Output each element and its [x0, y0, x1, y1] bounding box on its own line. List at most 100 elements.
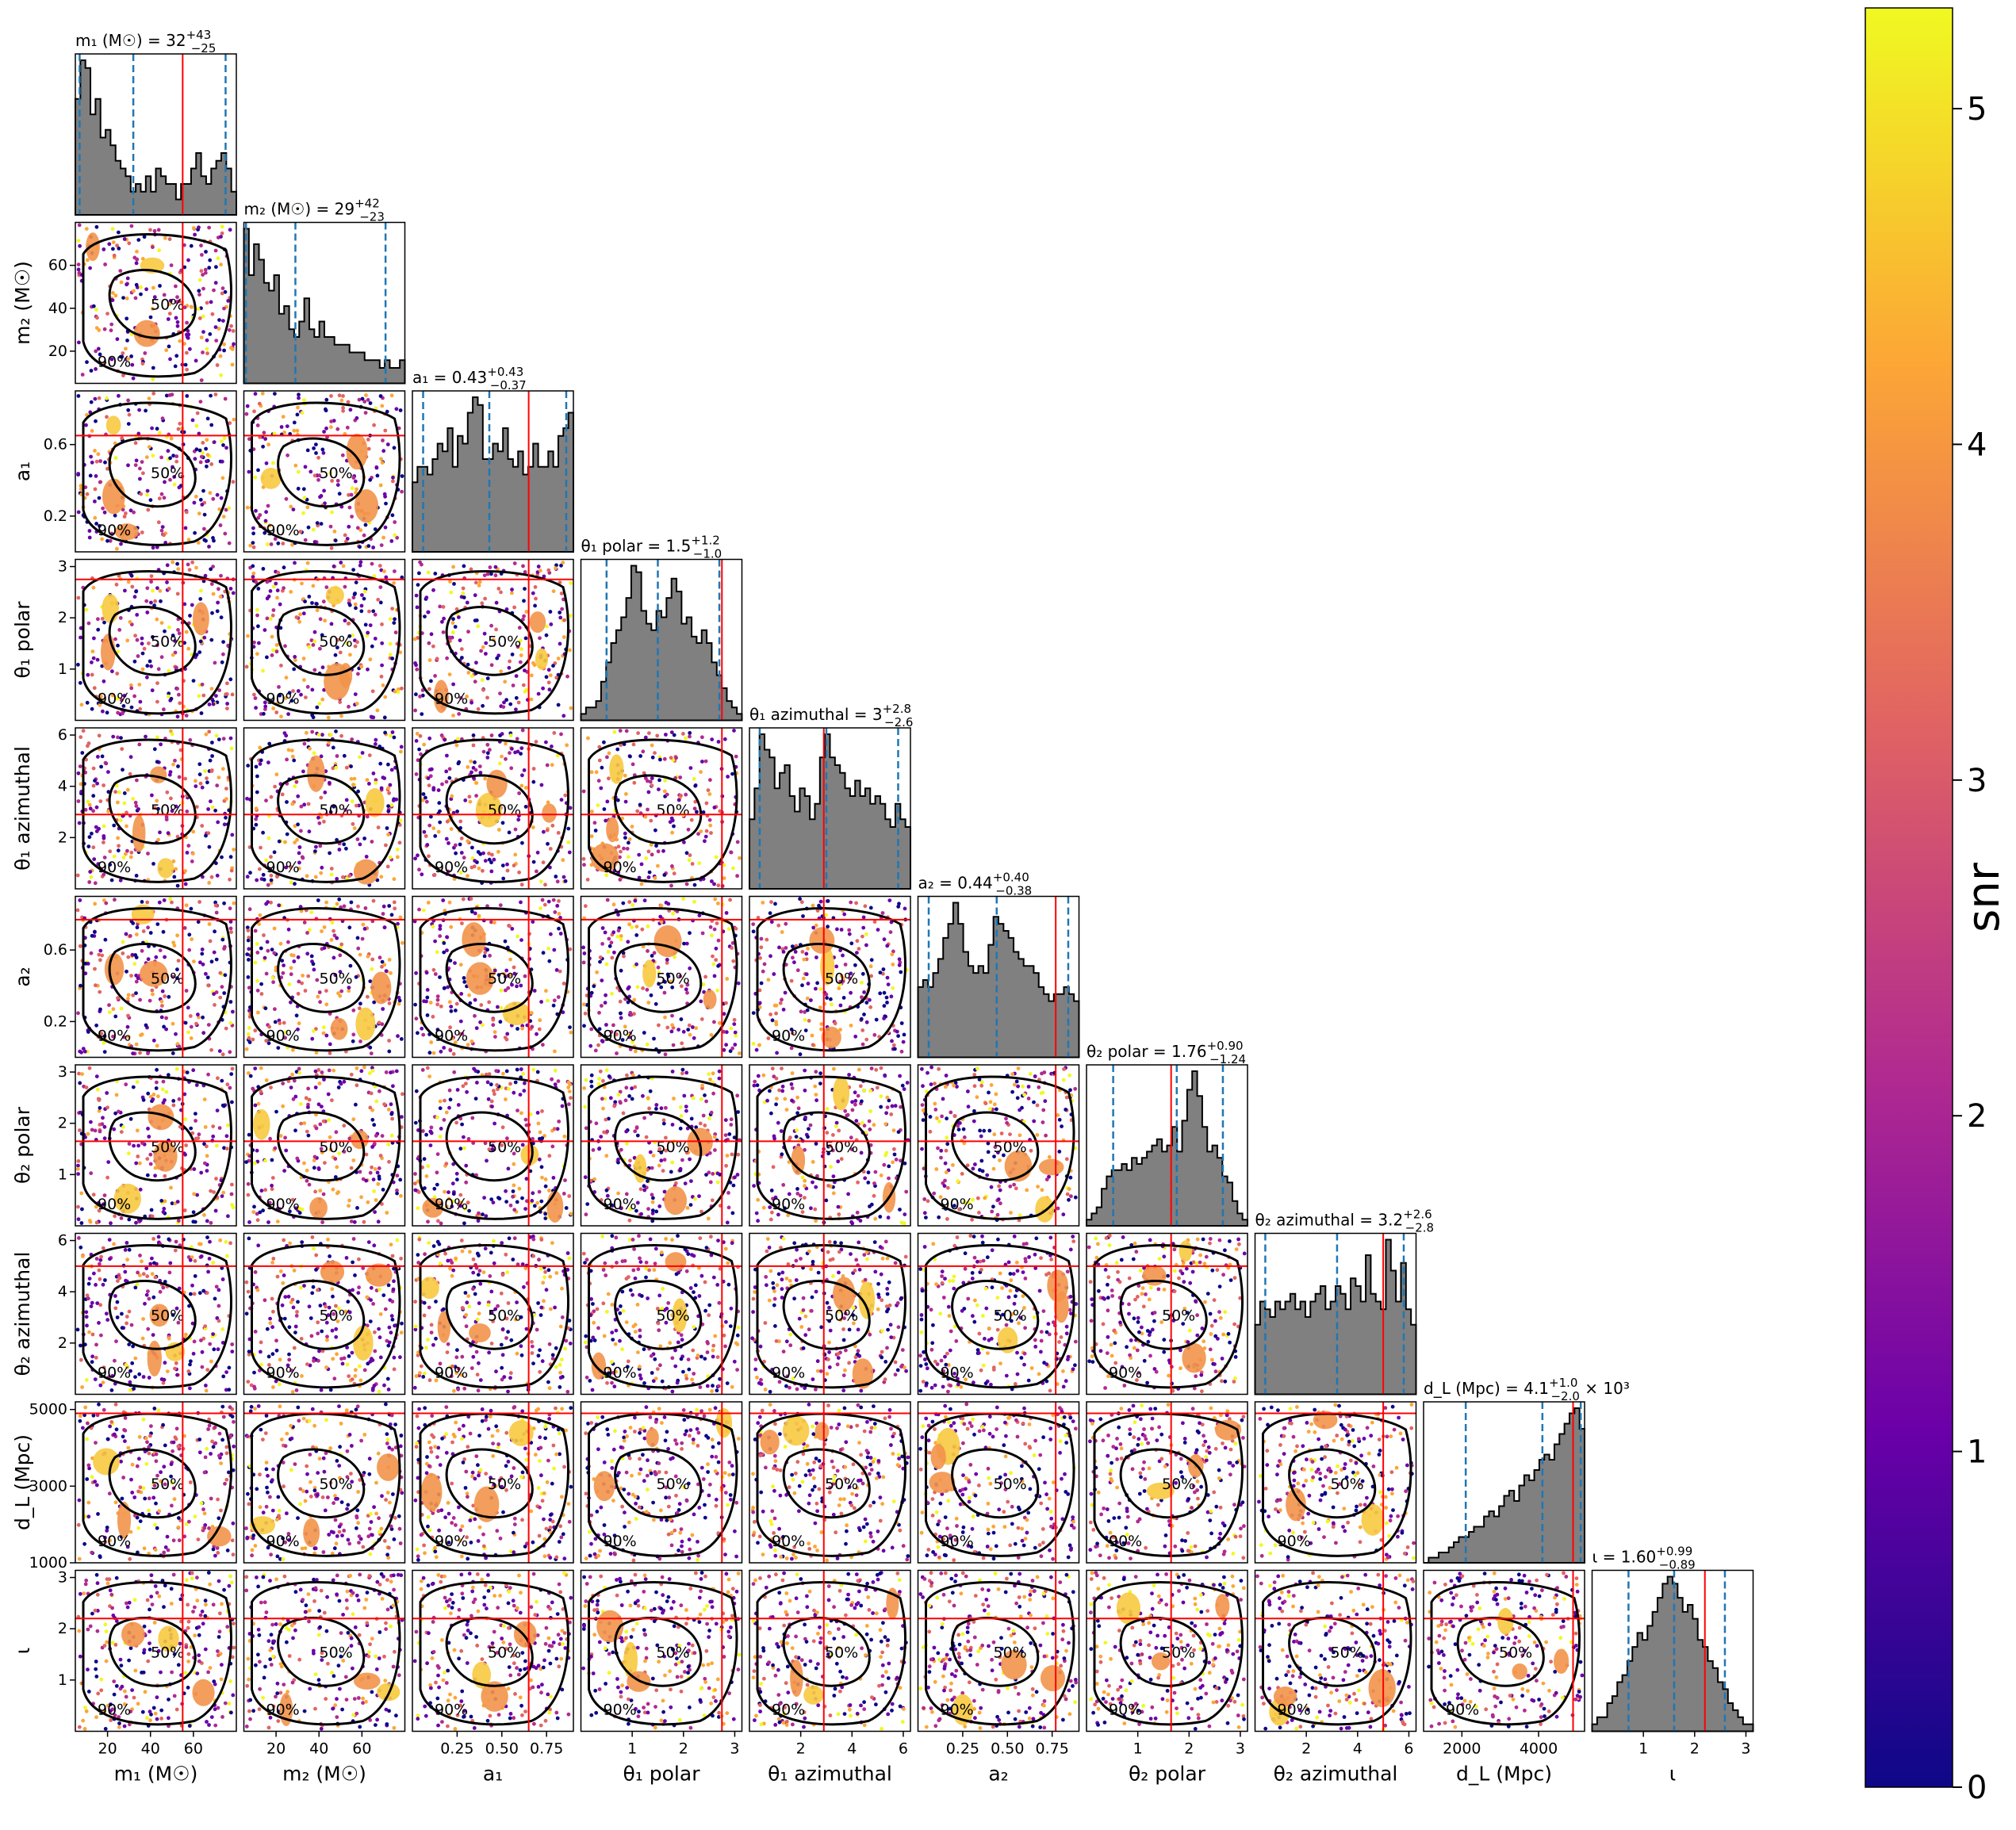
sample-point [329, 419, 333, 423]
sample-point [383, 925, 387, 929]
sample-point [555, 968, 559, 972]
sample-point [120, 1007, 124, 1011]
scatter-panel-a1-theta2_polar: 50%90% [412, 1065, 573, 1226]
sample-point [427, 687, 431, 691]
sample-point [315, 706, 319, 710]
sample-point [256, 587, 260, 591]
sample-point [454, 852, 458, 856]
contour-label-90: 90% [604, 859, 637, 876]
sample-point [271, 976, 275, 980]
sample-point [149, 601, 153, 605]
sample-point [282, 963, 286, 967]
sample-point [889, 930, 893, 934]
sample-point [445, 657, 449, 660]
sample-point [458, 638, 462, 642]
sample-point [429, 815, 433, 819]
sample-point [489, 624, 493, 628]
sample-point [834, 965, 838, 969]
sample-point [322, 489, 326, 493]
sample-point [398, 840, 402, 844]
sample-point [504, 1036, 508, 1039]
sample-point [636, 731, 640, 735]
sample-point [197, 900, 201, 904]
sample-point [106, 770, 110, 774]
sample-point [605, 756, 609, 760]
sample-point [829, 997, 833, 1001]
sample-point [358, 843, 362, 847]
sample-point [208, 922, 212, 926]
sample-point [232, 329, 236, 333]
sample-point [256, 516, 260, 520]
sample-point [146, 1051, 150, 1055]
sample-point [293, 1079, 297, 1083]
sample-point [826, 899, 830, 903]
sample-point [277, 903, 281, 907]
sample-point [860, 981, 864, 985]
sample-point [200, 378, 204, 382]
sample-point [224, 692, 228, 696]
sample-point [114, 456, 118, 460]
sample-point [145, 1157, 149, 1161]
sample-point [426, 1164, 430, 1168]
sample-point [324, 427, 328, 431]
sample-point [715, 856, 719, 859]
sample-point [634, 899, 638, 903]
sample-point [281, 793, 285, 797]
sample-point [400, 745, 404, 749]
sample-point [424, 1133, 428, 1137]
sample-point [460, 851, 464, 855]
sample-point [192, 226, 196, 230]
sample-point [350, 901, 354, 905]
sample-point [348, 603, 352, 607]
sample-point [582, 857, 586, 861]
sample-point [86, 701, 90, 705]
sample-point [183, 1208, 187, 1212]
sample-point [98, 1106, 102, 1110]
sample-point [522, 614, 526, 618]
sample-point [849, 991, 853, 995]
sample-point [105, 312, 109, 316]
sample-point [682, 942, 686, 946]
sample-point [432, 1051, 436, 1055]
sample-point [278, 603, 282, 607]
sample-point [190, 603, 194, 607]
sample-point [466, 630, 470, 634]
sample-point [494, 1069, 498, 1073]
sample-point [548, 687, 552, 691]
sample-point [600, 766, 604, 770]
sample-point [193, 531, 197, 535]
sample-point [483, 573, 487, 577]
sample-point [138, 1051, 142, 1055]
sample-point [259, 759, 263, 763]
sample-point [92, 857, 96, 861]
sample-point [387, 1039, 391, 1043]
sample-point [445, 1111, 449, 1115]
sample-point [207, 545, 211, 549]
sample-point [186, 851, 190, 855]
sample-point [450, 794, 454, 798]
sample-point [489, 565, 493, 569]
sample-point [492, 1089, 496, 1093]
sample-point [149, 931, 153, 935]
sample-point [328, 1069, 332, 1073]
sample-point [305, 874, 309, 878]
sample-point [400, 1115, 404, 1119]
sample-point [167, 1073, 171, 1077]
sample-point [672, 1097, 676, 1101]
sample-point [319, 796, 323, 800]
sample-point [216, 493, 220, 497]
sample-point [474, 580, 478, 584]
sample-point [266, 1220, 270, 1224]
sample-point [569, 706, 573, 710]
sample-point [612, 951, 616, 955]
sample-point [134, 1162, 138, 1166]
sample-point [628, 755, 632, 759]
sample-point [301, 411, 305, 415]
sample-point [860, 995, 864, 999]
sample-point [550, 1078, 554, 1082]
high-snr-cluster [530, 611, 546, 633]
sample-point [76, 909, 80, 913]
sample-point [120, 1216, 124, 1220]
sample-point [495, 657, 499, 660]
